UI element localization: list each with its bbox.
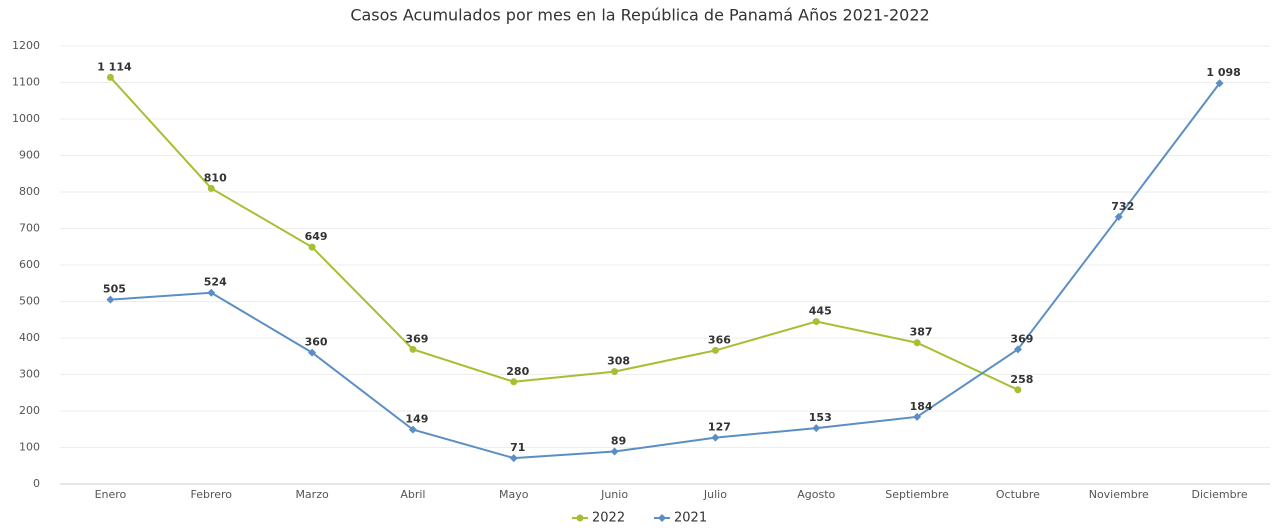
- data-label: 280: [506, 365, 529, 378]
- data-label: 810: [204, 171, 227, 184]
- x-tick-label: Septiembre: [885, 488, 949, 501]
- data-label: 369: [1010, 332, 1033, 345]
- marker: [913, 339, 921, 347]
- y-tick-label: 600: [19, 258, 40, 271]
- data-label: 184: [910, 400, 933, 413]
- data-label: 387: [910, 326, 933, 339]
- y-tick-label: 700: [19, 222, 40, 235]
- data-label: 732: [1111, 200, 1134, 213]
- data-label: 524: [204, 276, 227, 289]
- marker: [1013, 345, 1022, 354]
- data-label: 127: [708, 421, 731, 434]
- data-label: 366: [708, 333, 731, 346]
- marker: [1114, 212, 1123, 221]
- marker: [106, 295, 115, 304]
- y-tick-label: 1200: [12, 39, 40, 52]
- legend-label: 2022: [592, 511, 625, 526]
- y-tick-label: 200: [19, 404, 40, 417]
- data-label: 308: [607, 355, 630, 368]
- data-label: 445: [809, 305, 832, 318]
- marker: [106, 73, 114, 81]
- y-tick-label: 300: [19, 368, 40, 381]
- line: [110, 82, 1221, 460]
- data-label: 71: [510, 441, 525, 454]
- data-label: 1 114: [97, 60, 132, 73]
- legend-label: 2021: [674, 511, 707, 526]
- y-tick-label: 1100: [12, 76, 40, 89]
- x-tick-label: Diciembre: [1192, 488, 1248, 501]
- y-tick-label: 900: [19, 149, 40, 162]
- marker: [308, 348, 317, 357]
- marker: [207, 288, 216, 297]
- marker: [1014, 386, 1022, 394]
- y-tick-label: 800: [19, 185, 40, 198]
- data-label: 649: [305, 230, 328, 243]
- x-tick-label: Enero: [95, 488, 127, 501]
- legend-marker: [576, 514, 584, 522]
- y-tick-label: 500: [19, 295, 40, 308]
- marker: [1215, 79, 1224, 88]
- marker: [711, 346, 719, 354]
- legend-marker: [658, 514, 666, 522]
- data-label: 89: [611, 435, 626, 448]
- marker: [308, 243, 316, 251]
- y-tick-label: 1000: [12, 112, 40, 125]
- y-tick-label: 100: [19, 441, 40, 454]
- data-label: 1 098: [1206, 66, 1240, 79]
- x-tick-label: Abril: [400, 488, 425, 501]
- marker: [812, 424, 821, 433]
- marker: [509, 454, 518, 463]
- x-tick-label: Febrero: [190, 488, 232, 501]
- y-tick-label: 400: [19, 331, 40, 344]
- data-label: 360: [305, 336, 328, 349]
- data-label: 153: [809, 411, 832, 424]
- marker: [409, 345, 417, 353]
- y-tick-label: 0: [33, 477, 40, 490]
- marker: [610, 447, 619, 456]
- marker: [711, 433, 720, 442]
- data-label: 505: [103, 283, 126, 296]
- chart-title: Casos Acumulados por mes en la República…: [350, 6, 929, 25]
- x-tick-label: Octubre: [996, 488, 1040, 501]
- x-tick-label: Mayo: [499, 488, 529, 501]
- data-label: 369: [405, 332, 428, 345]
- x-tick-label: Marzo: [295, 488, 329, 501]
- marker: [913, 412, 922, 421]
- x-tick-label: Agosto: [797, 488, 835, 501]
- data-label: 258: [1010, 373, 1033, 386]
- marker: [510, 378, 518, 386]
- x-tick-label: Noviembre: [1089, 488, 1149, 501]
- data-label: 149: [405, 413, 428, 426]
- line: [109, 76, 1019, 391]
- marker: [207, 184, 215, 192]
- x-tick-label: Julio: [703, 488, 727, 501]
- marker: [611, 368, 619, 376]
- marker: [408, 425, 417, 434]
- marker: [812, 318, 820, 326]
- x-tick-label: Junio: [600, 488, 628, 501]
